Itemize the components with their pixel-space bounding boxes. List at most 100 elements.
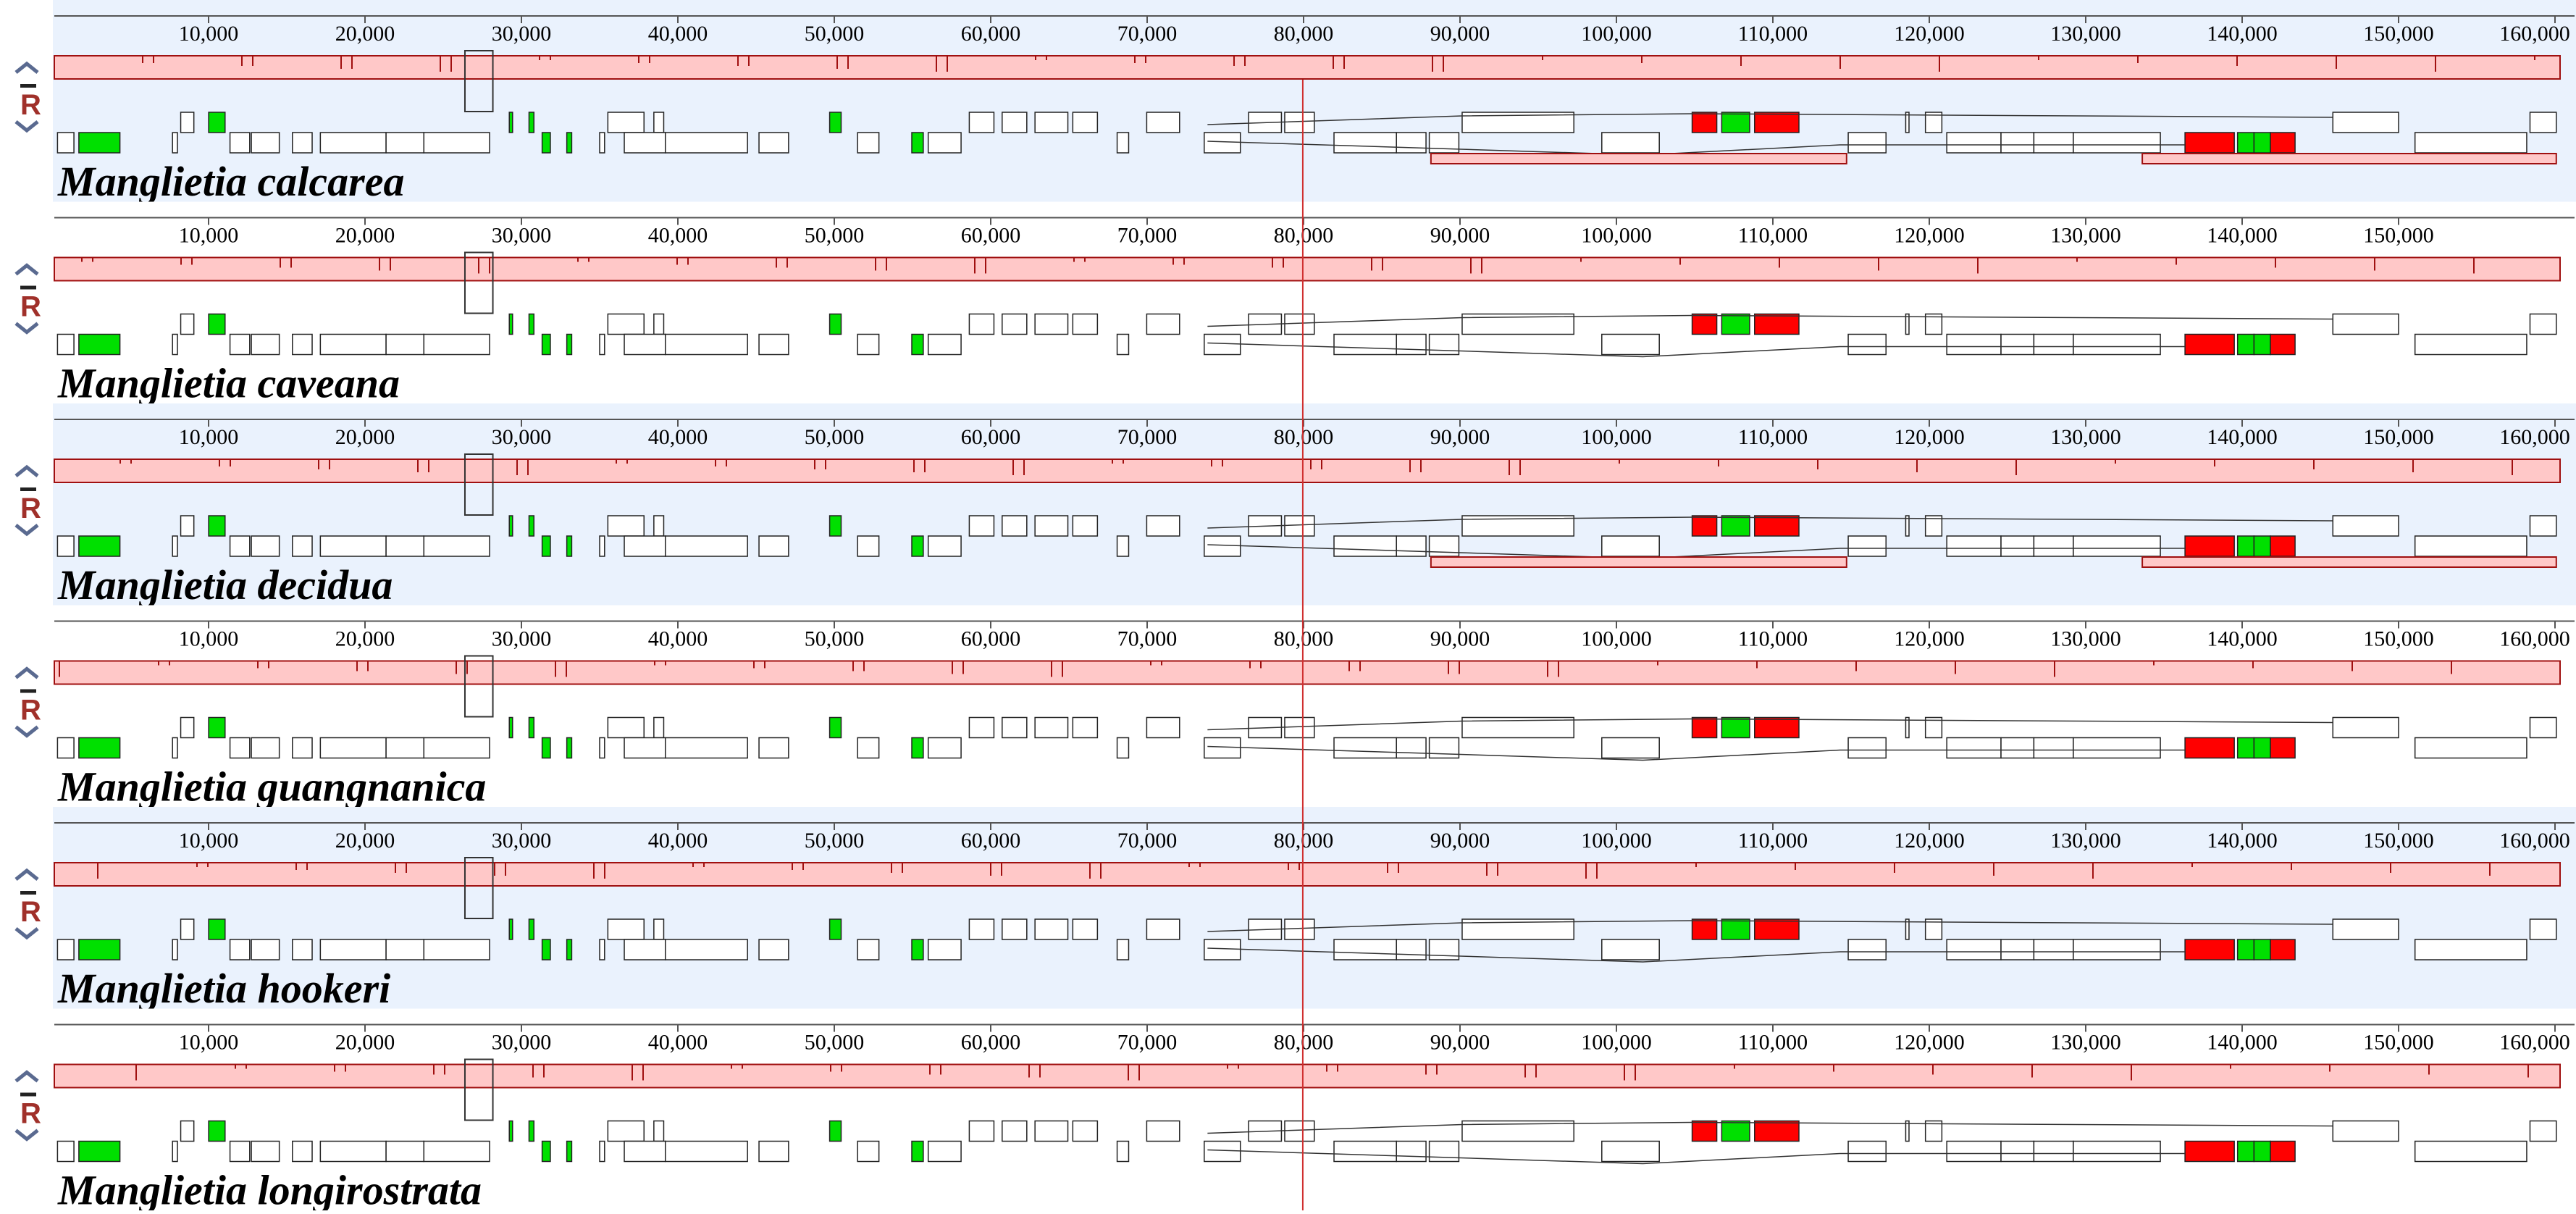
control-column xyxy=(0,201,53,403)
gene xyxy=(1754,313,1800,335)
gene xyxy=(857,939,880,960)
gene xyxy=(78,535,121,557)
tick-label: 160,000 xyxy=(2499,627,2570,651)
reverse-control[interactable]: R xyxy=(20,493,41,524)
gene xyxy=(968,716,995,739)
tick-label: 110,000 xyxy=(1738,22,1808,46)
connector xyxy=(1207,342,2186,358)
gene xyxy=(319,333,387,356)
scroll-down[interactable] xyxy=(14,1129,39,1142)
tick-label: 60,000 xyxy=(961,1031,1021,1055)
gene xyxy=(1691,515,1718,537)
gene xyxy=(2033,939,2074,960)
gene xyxy=(653,918,665,940)
scroll-up[interactable] xyxy=(14,868,39,881)
gene xyxy=(172,333,178,356)
gene xyxy=(624,132,666,154)
gene xyxy=(1428,737,1460,759)
minus[interactable] xyxy=(20,487,36,491)
gene xyxy=(1946,333,2002,356)
gene xyxy=(2073,939,2161,960)
tick-label: 30,000 xyxy=(492,627,552,651)
gene xyxy=(508,716,513,739)
scroll-up[interactable] xyxy=(14,464,39,477)
gene xyxy=(1754,716,1800,739)
track: R 10,000 20,000 30,000 40,000 50,000 60,000 70,… xyxy=(0,0,2576,205)
tick-label: 80,000 xyxy=(1274,224,1334,248)
scroll-down[interactable] xyxy=(14,927,39,940)
gene xyxy=(664,535,748,557)
gene xyxy=(208,515,226,537)
gene xyxy=(423,333,490,356)
tick-label: 160,000 xyxy=(2499,829,2570,853)
gene xyxy=(251,939,280,960)
gene xyxy=(251,333,280,356)
gene xyxy=(1754,515,1800,537)
gene xyxy=(385,939,425,960)
tick-label: 30,000 xyxy=(492,22,552,46)
scroll-up[interactable] xyxy=(14,263,39,276)
gene xyxy=(251,1140,280,1163)
reverse-control[interactable]: R xyxy=(20,695,41,727)
control-column xyxy=(0,1008,53,1210)
gene xyxy=(292,939,313,960)
reverse-control[interactable]: R xyxy=(20,291,41,323)
similarity-profile xyxy=(54,1063,2561,1089)
gene xyxy=(78,132,121,154)
scroll-up[interactable] xyxy=(14,666,39,679)
minus[interactable] xyxy=(20,285,36,290)
block-frame xyxy=(463,1058,494,1121)
tick-label: 90,000 xyxy=(1430,224,1490,248)
gene xyxy=(1691,313,1718,335)
gene xyxy=(1034,1120,1069,1142)
minus[interactable] xyxy=(20,891,36,895)
gene xyxy=(541,333,551,356)
tick-label: 90,000 xyxy=(1430,22,1490,46)
gene xyxy=(319,737,387,759)
minus[interactable] xyxy=(20,689,36,693)
gene xyxy=(664,333,748,356)
gene xyxy=(56,132,75,154)
tick-label: 40,000 xyxy=(648,1031,708,1055)
gene xyxy=(528,112,535,133)
minus[interactable] xyxy=(20,84,36,88)
gene xyxy=(2184,1140,2235,1163)
gene xyxy=(2184,737,2235,759)
inverted-repeat xyxy=(2141,556,2557,568)
minus[interactable] xyxy=(20,1092,36,1097)
gene xyxy=(292,1140,313,1163)
gene xyxy=(2529,716,2557,739)
gene xyxy=(180,112,195,133)
tick-label: 150,000 xyxy=(2363,627,2434,651)
gene xyxy=(1002,515,1028,537)
gene xyxy=(828,1120,842,1142)
scroll-down[interactable] xyxy=(14,524,39,537)
gene xyxy=(607,313,645,335)
gene xyxy=(1601,939,1660,960)
scroll-down[interactable] xyxy=(14,725,39,738)
gene xyxy=(1946,939,2002,960)
gene xyxy=(292,737,313,759)
gene xyxy=(1754,1120,1800,1142)
scroll-up[interactable] xyxy=(14,1070,39,1083)
reverse-control[interactable]: R xyxy=(20,89,41,121)
gene xyxy=(1116,535,1130,557)
gene xyxy=(2236,535,2255,557)
block-frame xyxy=(463,453,494,516)
species-name: Manglietia caveana xyxy=(57,360,400,407)
gene xyxy=(1601,132,1660,154)
scroll-down[interactable] xyxy=(14,322,39,335)
tick-label: 100,000 xyxy=(1581,829,1652,853)
reverse-control[interactable]: R xyxy=(20,1098,41,1130)
gene xyxy=(968,112,995,133)
gene xyxy=(599,939,605,960)
gene xyxy=(1721,716,1750,739)
gene xyxy=(1691,1120,1718,1142)
scroll-up[interactable] xyxy=(14,61,39,74)
scroll-down[interactable] xyxy=(14,120,39,133)
reverse-control[interactable]: R xyxy=(20,896,41,928)
connector xyxy=(1207,113,2333,125)
tick-label: 10,000 xyxy=(179,224,239,248)
gene xyxy=(624,737,666,759)
tick-label: 10,000 xyxy=(179,425,239,449)
